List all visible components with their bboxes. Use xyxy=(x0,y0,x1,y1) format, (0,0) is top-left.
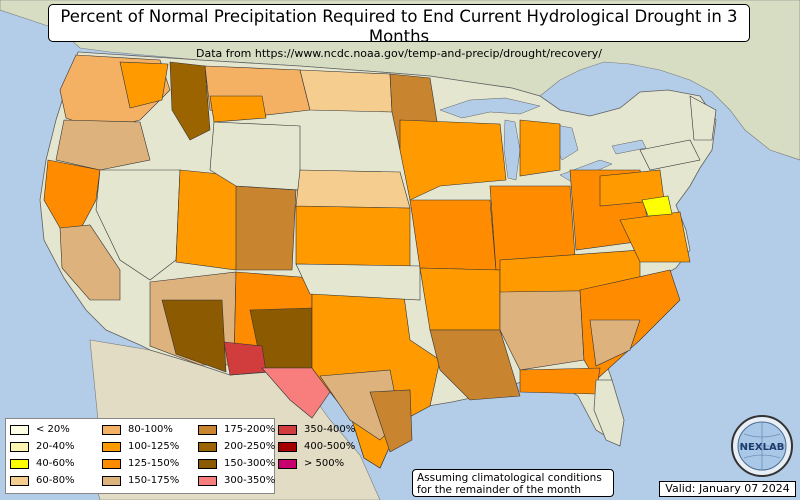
lake-ontario xyxy=(611,139,647,155)
legend-swatch xyxy=(102,441,121,452)
legend-item: 40-60% xyxy=(10,456,102,471)
legend-label: 175-200% xyxy=(224,424,276,435)
legend-item: 125-150% xyxy=(102,456,198,471)
region-oregon xyxy=(55,119,151,171)
region-texas-brown xyxy=(369,389,413,453)
legend-item: 100-125% xyxy=(102,439,198,454)
legend-swatch xyxy=(10,458,29,469)
region-arkansas xyxy=(419,267,501,331)
region-nm-red xyxy=(223,341,267,376)
legend-swatch xyxy=(198,475,217,486)
region-montana-orange xyxy=(209,95,267,123)
legend-swatch xyxy=(198,458,217,469)
legend: < 20% 20-40% 40-60% 60-80% 80-100% 100-125% 12… xyxy=(5,418,355,494)
legend-item: 150-300% xyxy=(198,456,278,471)
region-oklahoma xyxy=(295,263,421,301)
assumption-note: Assuming climatological conditions for t… xyxy=(412,469,614,497)
legend-item: 175-200% xyxy=(198,422,278,437)
valid-date: Valid: January 07 2024 xyxy=(659,481,796,497)
region-kansas xyxy=(295,205,411,267)
region-michigan xyxy=(519,119,561,177)
legend-item: 150-175% xyxy=(102,473,198,488)
lake-superior xyxy=(439,97,541,119)
legend-swatch xyxy=(10,475,29,486)
region-missouri xyxy=(409,199,497,271)
logo-text: NEXLAB xyxy=(740,442,785,453)
map-title: Percent of Normal Precipitation Required… xyxy=(60,7,738,46)
region-utah xyxy=(175,169,241,271)
legend-swatch xyxy=(198,441,217,452)
legend-item: 400-500% xyxy=(278,439,355,454)
legend-item: 350-400% xyxy=(278,422,355,437)
logo-grid-lines xyxy=(738,422,786,470)
legend-label: 400-500% xyxy=(304,441,356,452)
legend-label: 300-350% xyxy=(224,475,276,486)
legend-swatch xyxy=(10,424,29,435)
legend-swatch xyxy=(10,441,29,452)
region-tx-pink xyxy=(261,367,331,419)
legend-swatch xyxy=(102,458,121,469)
legend-label: 80-100% xyxy=(128,424,173,435)
legend-item: < 20% xyxy=(10,422,102,437)
region-colorado xyxy=(235,185,297,271)
legend-swatch xyxy=(102,424,121,435)
region-idaho-dark xyxy=(169,61,211,141)
legend-label: 350-400% xyxy=(304,424,356,435)
legend-swatch xyxy=(102,475,121,486)
region-arizona-dark xyxy=(161,299,227,373)
map-subtitle: Data from https://www.ncdc.noaa.gov/temp… xyxy=(196,47,602,60)
legend-label: 100-125% xyxy=(128,441,180,452)
region-washington-east xyxy=(119,61,169,109)
nexlab-logo: NEXLAB xyxy=(731,415,793,477)
legend-swatch xyxy=(278,458,297,469)
lake-michigan xyxy=(503,119,521,181)
region-north-dakota xyxy=(299,69,393,113)
legend-label: 150-175% xyxy=(128,475,180,486)
region-gulf-coast xyxy=(519,367,601,395)
legend-label: 200-250% xyxy=(224,441,276,452)
legend-swatch xyxy=(278,424,297,435)
region-iowa-wisconsin xyxy=(399,119,507,201)
legend-item: 300-350% xyxy=(198,473,278,488)
legend-label: > 500% xyxy=(304,458,345,469)
region-california-central xyxy=(59,224,121,301)
region-new-york xyxy=(639,139,701,171)
region-georgia-tan xyxy=(589,319,641,367)
florida-peninsula xyxy=(593,379,625,447)
legend-item: 80-100% xyxy=(102,422,198,437)
legend-swatch xyxy=(278,441,297,452)
legend-label: 20-40% xyxy=(36,441,75,452)
legend-item: 200-250% xyxy=(198,439,278,454)
legend-item: 20-40% xyxy=(10,439,102,454)
region-wyoming xyxy=(209,121,301,191)
region-maryland-yellow xyxy=(641,195,673,217)
legend-item: > 500% xyxy=(278,456,355,471)
region-maine xyxy=(689,95,717,141)
title-banner: Percent of Normal Precipitation Required… xyxy=(48,4,750,60)
legend-label: 150-300% xyxy=(224,458,276,469)
legend-item: 60-80% xyxy=(10,473,102,488)
legend-label: 60-80% xyxy=(36,475,75,486)
legend-swatch xyxy=(198,424,217,435)
legend-label: 40-60% xyxy=(36,458,75,469)
legend-label: < 20% xyxy=(36,424,70,435)
region-louisiana xyxy=(429,329,521,401)
note-line-1: Assuming climatological conditions xyxy=(417,472,602,484)
legend-label: 125-150% xyxy=(128,458,180,469)
region-nebraska xyxy=(295,169,411,209)
note-line-2: for the remainder of the month xyxy=(417,484,582,496)
